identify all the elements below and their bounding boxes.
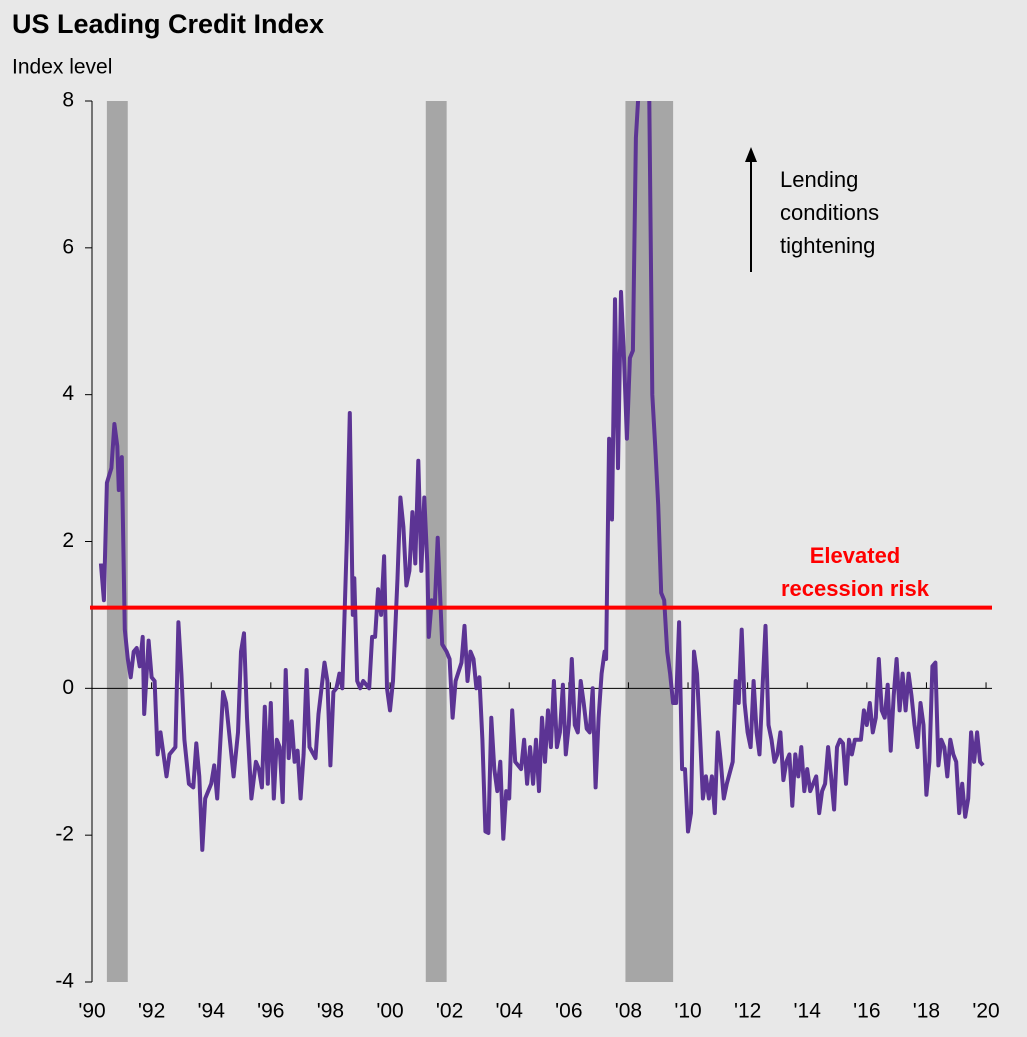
x-tick-label: '00 [376, 1000, 403, 1023]
annotation-text: Lending [780, 167, 858, 192]
annotation-text: conditions [780, 200, 879, 225]
x-tick-label: '90 [78, 1000, 105, 1023]
plot-area [98, 101, 985, 852]
y-tick-label: -4 [55, 970, 74, 993]
x-tick-label: '02 [436, 1000, 463, 1023]
x-tick-label: '08 [615, 1000, 642, 1023]
series-line [98, 101, 985, 852]
x-tick-label: '04 [496, 1000, 524, 1023]
y-tick-label: 6 [62, 235, 74, 258]
x-tick-label: '20 [972, 1000, 999, 1023]
y-tick-label: 8 [62, 89, 74, 112]
axes: -4 -2 0 2 4 6 8 '90 '92 '94 '96 '98 '00 '02 '04 '06 '08 '… [55, 89, 999, 1023]
chart-title: US Leading Credit Index [12, 9, 324, 39]
y-tick-label: 2 [62, 529, 74, 552]
y-tick-label: 4 [62, 382, 74, 405]
x-tick-label: '18 [913, 1000, 940, 1023]
y-axis-label: Index level [12, 56, 112, 79]
y-tick-label: 0 [62, 676, 74, 699]
x-tick-label: '98 [317, 1000, 344, 1023]
annotations: Elevated recession risk Lending conditions t… [90, 147, 992, 610]
x-tick-label: '12 [734, 1000, 761, 1023]
x-tick-label: '14 [794, 1000, 822, 1023]
x-tick-label: '92 [138, 1000, 165, 1023]
threshold-label: Elevated [810, 543, 901, 568]
x-tick-label: '96 [257, 1000, 284, 1023]
x-tick-label: '10 [674, 1000, 701, 1023]
y-tick-label: -2 [55, 823, 74, 846]
x-tick-label: '06 [555, 1000, 582, 1023]
arrow-head [745, 147, 757, 162]
recession-band [106, 101, 128, 982]
x-tick-label: '16 [853, 1000, 880, 1023]
threshold-label: recession risk [781, 576, 930, 601]
annotation-text: tightening [780, 233, 875, 258]
x-tick-label: '94 [198, 1000, 226, 1023]
